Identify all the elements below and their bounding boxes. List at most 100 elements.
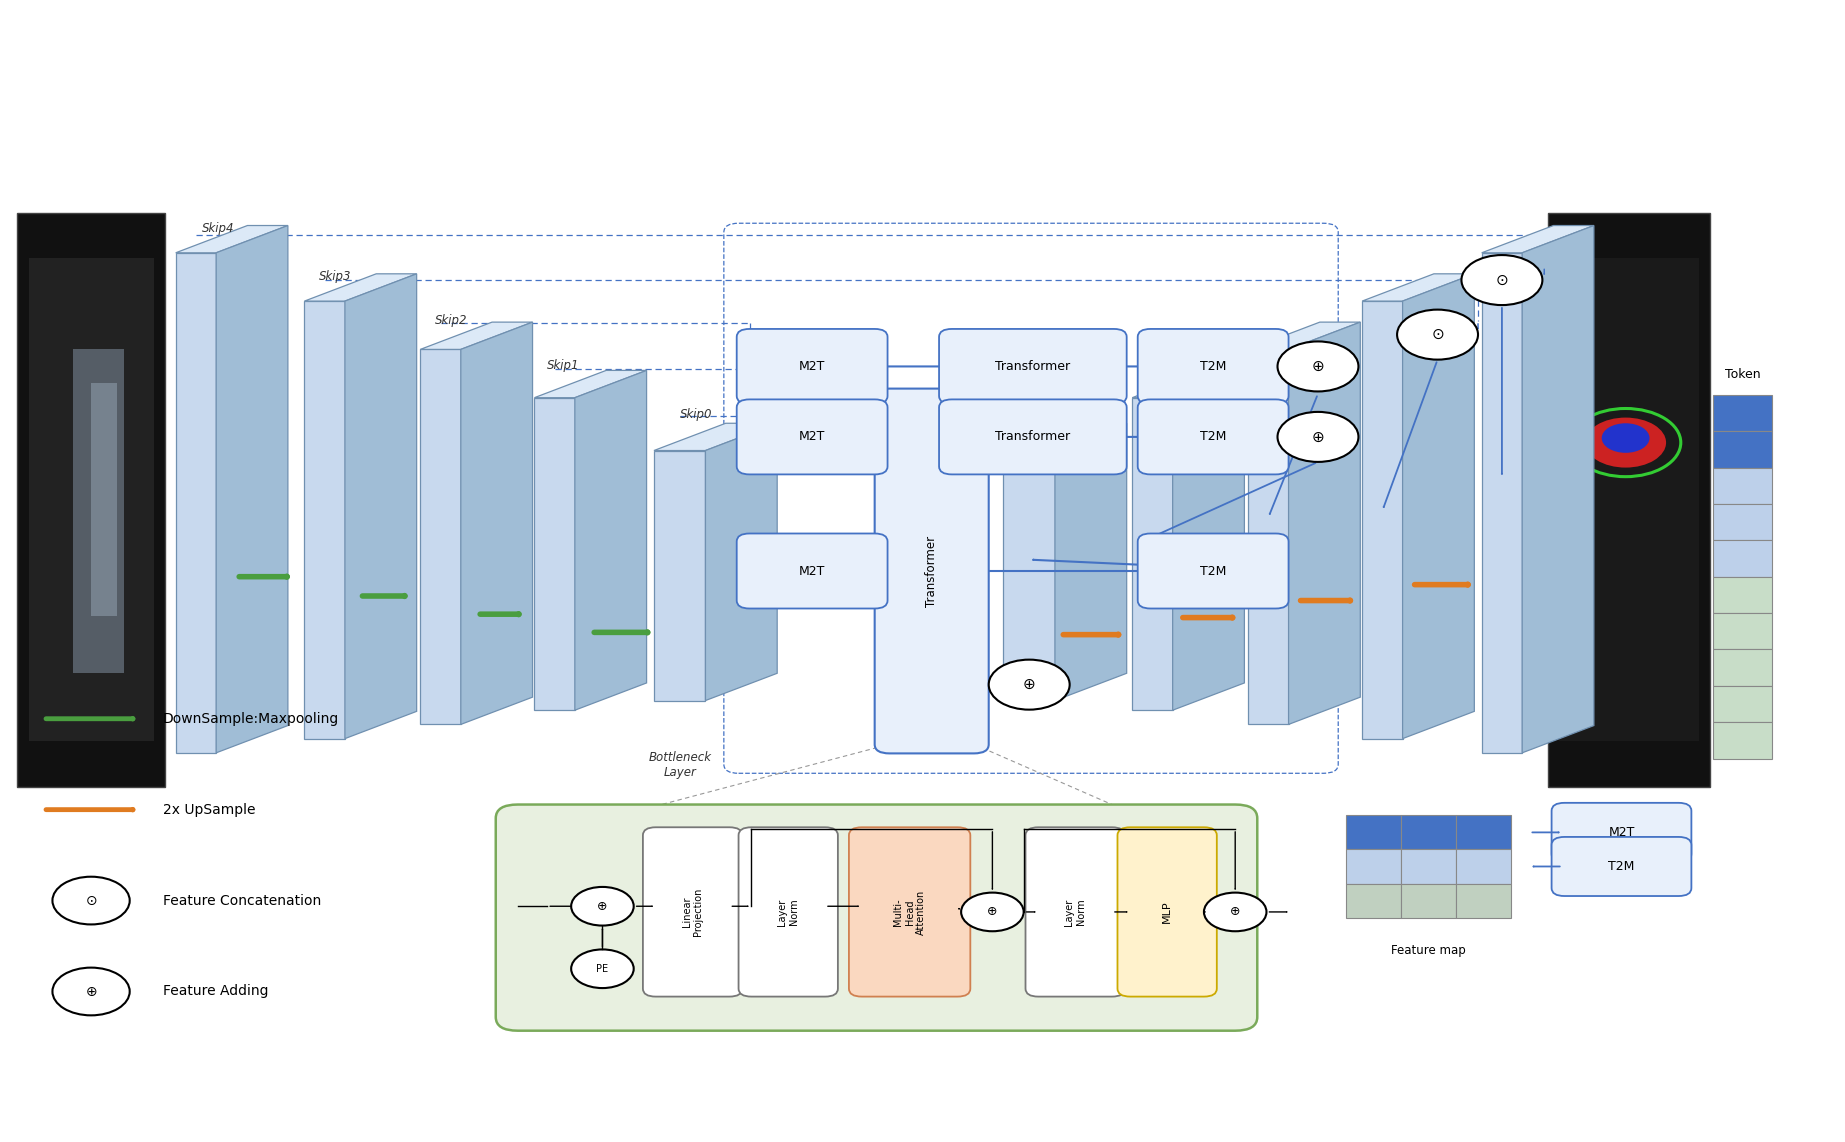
Polygon shape <box>1133 397 1173 710</box>
Polygon shape <box>1402 274 1474 739</box>
FancyBboxPatch shape <box>1138 400 1288 474</box>
Text: ⊕: ⊕ <box>1022 677 1035 692</box>
Circle shape <box>1277 412 1358 461</box>
FancyBboxPatch shape <box>738 827 838 997</box>
Text: T2M: T2M <box>1199 564 1227 578</box>
Text: Feature map: Feature map <box>1391 943 1465 957</box>
Polygon shape <box>1522 225 1594 753</box>
Text: M2T: M2T <box>799 360 825 373</box>
Text: M2T: M2T <box>1609 826 1635 839</box>
Text: ⊕: ⊕ <box>987 906 998 918</box>
Bar <box>1548 214 1710 787</box>
Bar <box>1714 686 1773 722</box>
Polygon shape <box>1288 322 1360 724</box>
Text: Multi-
Head
Attention: Multi- Head Attention <box>893 890 926 934</box>
Polygon shape <box>175 252 216 753</box>
Circle shape <box>572 887 633 925</box>
FancyBboxPatch shape <box>875 388 989 754</box>
FancyBboxPatch shape <box>736 400 887 474</box>
Text: M2T: M2T <box>799 431 825 443</box>
Text: 2x UpSample: 2x UpSample <box>162 803 255 817</box>
Text: Token: Token <box>1725 368 1760 381</box>
Text: ⊕: ⊕ <box>85 984 98 998</box>
Text: Transformer: Transformer <box>994 431 1070 443</box>
Bar <box>1456 815 1511 850</box>
Circle shape <box>1461 255 1542 305</box>
Circle shape <box>961 893 1024 931</box>
Text: Skip3: Skip3 <box>319 270 352 283</box>
Text: Layer
Norm: Layer Norm <box>777 899 799 925</box>
FancyBboxPatch shape <box>1552 803 1692 862</box>
FancyBboxPatch shape <box>736 533 887 609</box>
Polygon shape <box>653 424 777 451</box>
Text: Bottleneck
Layer: Bottleneck Layer <box>648 750 710 779</box>
Text: Skip1: Skip1 <box>548 359 579 371</box>
Bar <box>72 349 124 674</box>
Polygon shape <box>216 225 288 753</box>
Polygon shape <box>535 397 576 710</box>
FancyBboxPatch shape <box>496 805 1256 1031</box>
Text: Linear
Projection: Linear Projection <box>683 887 703 936</box>
Polygon shape <box>1055 424 1127 700</box>
Bar <box>1400 884 1456 918</box>
Circle shape <box>1601 424 1649 453</box>
FancyBboxPatch shape <box>939 400 1127 474</box>
Bar <box>1456 850 1511 884</box>
Circle shape <box>1277 341 1358 392</box>
FancyBboxPatch shape <box>1118 827 1218 997</box>
FancyBboxPatch shape <box>1138 533 1288 609</box>
Polygon shape <box>1362 301 1402 739</box>
Bar <box>1714 504 1773 540</box>
Bar <box>90 384 116 617</box>
Polygon shape <box>1482 252 1522 753</box>
Bar <box>1456 884 1511 918</box>
Polygon shape <box>1247 322 1360 349</box>
Polygon shape <box>421 322 533 349</box>
Polygon shape <box>576 370 646 710</box>
Text: T2M: T2M <box>1199 431 1227 443</box>
FancyBboxPatch shape <box>1138 329 1288 404</box>
Text: M2T: M2T <box>799 564 825 578</box>
Text: ⊙: ⊙ <box>85 893 98 908</box>
Text: DownSample:Maxpooling: DownSample:Maxpooling <box>162 711 339 725</box>
Bar <box>1400 850 1456 884</box>
Bar <box>1714 395 1773 432</box>
FancyBboxPatch shape <box>642 827 742 997</box>
Polygon shape <box>1133 370 1244 397</box>
Text: ⊕: ⊕ <box>1231 906 1240 918</box>
Bar <box>1714 540 1773 577</box>
Bar <box>1714 650 1773 686</box>
Text: PE: PE <box>596 964 609 974</box>
Bar <box>1714 613 1773 650</box>
Bar <box>1400 815 1456 850</box>
FancyBboxPatch shape <box>1026 827 1125 997</box>
Bar <box>28 258 153 741</box>
Circle shape <box>1397 309 1478 360</box>
Circle shape <box>52 967 129 1015</box>
Text: MLP: MLP <box>1162 901 1172 923</box>
Text: T2M: T2M <box>1609 860 1635 872</box>
Bar <box>1714 467 1773 504</box>
FancyBboxPatch shape <box>1552 837 1692 896</box>
Bar <box>1345 850 1400 884</box>
Text: T2M: T2M <box>1199 360 1227 373</box>
Text: ⊙: ⊙ <box>1496 273 1509 288</box>
Polygon shape <box>304 301 345 739</box>
FancyBboxPatch shape <box>736 329 887 404</box>
Text: Feature Adding: Feature Adding <box>162 984 268 998</box>
Text: ⊕: ⊕ <box>1312 429 1325 444</box>
Polygon shape <box>175 225 288 252</box>
Polygon shape <box>1247 349 1288 724</box>
Circle shape <box>989 660 1070 709</box>
Circle shape <box>572 949 633 988</box>
Text: Skip0: Skip0 <box>679 408 712 420</box>
Circle shape <box>1585 418 1666 467</box>
Text: Feature Concatenation: Feature Concatenation <box>162 893 321 908</box>
Text: Layer
Norm: Layer Norm <box>1065 899 1087 925</box>
Text: Transformer: Transformer <box>924 536 939 606</box>
Text: ⊕: ⊕ <box>1312 359 1325 373</box>
FancyBboxPatch shape <box>939 329 1127 404</box>
Bar <box>1714 432 1773 467</box>
Bar <box>1714 577 1773 613</box>
Polygon shape <box>421 349 461 724</box>
